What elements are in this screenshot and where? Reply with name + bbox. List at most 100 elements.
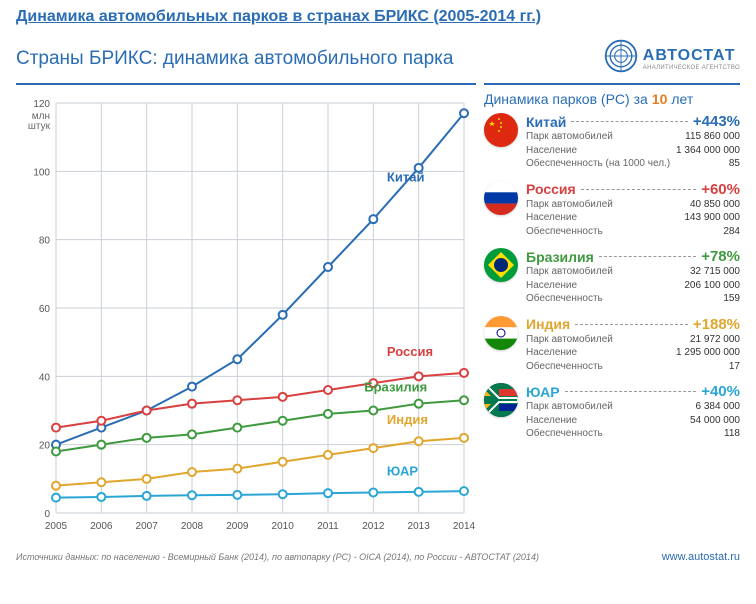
svg-text:2011: 2011 xyxy=(317,521,339,532)
stat-value: 284 xyxy=(723,225,740,239)
content-container: Страны БРИКС: динамика автомобильного па… xyxy=(0,34,756,571)
stat-row: Парк автомобилей 40 850 000 xyxy=(526,198,740,212)
logo-brand: АВТОСТАТ xyxy=(643,47,740,65)
stat-label: Парк автомобилей xyxy=(526,265,613,279)
stat-label: Обеспеченность (на 1000 чел.) xyxy=(526,157,670,171)
stat-label: Население xyxy=(526,211,577,225)
legend-area: Динамика парков (PC) за 10 лет Китай +443… xyxy=(484,83,740,545)
stat-value: 143 900 000 xyxy=(684,211,740,225)
country-pct: +60% xyxy=(701,181,740,198)
svg-text:2012: 2012 xyxy=(362,521,385,532)
flag-brazil xyxy=(484,248,518,282)
country-divider xyxy=(581,189,696,190)
stat-row: Население 1 295 000 000 xyxy=(526,346,740,360)
legend-title-text: Динамика парков (PC) за xyxy=(484,91,648,107)
country-block-russia: Россия+60%Парк автомобилей40 850 000Насе… xyxy=(484,181,740,239)
svg-text:2005: 2005 xyxy=(45,521,68,532)
country-block-china: Китай+443%Парк автомобилей115 860 000Нас… xyxy=(484,113,740,171)
svg-text:2006: 2006 xyxy=(90,521,113,532)
stat-value: 206 100 000 xyxy=(684,279,740,293)
main-row: 020406080100120млнштук200520062007200820… xyxy=(16,83,740,545)
svg-text:80: 80 xyxy=(39,236,51,247)
stat-row: Обеспеченность 159 xyxy=(526,292,740,306)
country-pct: +40% xyxy=(701,383,740,400)
stat-value: 21 972 000 xyxy=(690,333,740,347)
stat-row: Население 206 100 000 xyxy=(526,279,740,293)
country-name: ЮАР xyxy=(526,384,560,400)
stat-row: Обеспеченность17 xyxy=(526,360,740,374)
legend-title: Динамика парков (PC) за 10 лет xyxy=(484,91,740,107)
country-name: Индия xyxy=(526,316,570,332)
svg-text:Индия: Индия xyxy=(387,412,428,427)
stat-value: 40 850 000 xyxy=(690,198,740,212)
logo-icon xyxy=(603,38,639,79)
svg-text:20: 20 xyxy=(39,441,51,452)
stat-row: Население 1 364 000 000 xyxy=(526,144,740,158)
stat-row: Парк автомобилей 21 972 000 xyxy=(526,333,740,347)
logo: АВТОСТАТ АНАЛИТИЧЕСКОЕ АГЕНТСТВО xyxy=(603,38,740,79)
stat-value: 118 xyxy=(724,427,740,441)
stat-value: 54 000 000 xyxy=(690,414,740,428)
country-block-india: Индия+188%Парк автомобилей21 972 000Насе… xyxy=(484,316,740,374)
country-pct: +188% xyxy=(693,316,740,333)
country-name: Россия xyxy=(526,181,576,197)
stat-label: Парк автомобилей xyxy=(526,333,613,347)
country-divider xyxy=(575,324,688,325)
stat-row: Обеспеченность (на 1000 чел.) 85 xyxy=(526,157,740,171)
stat-value: 85 xyxy=(729,157,740,171)
stat-value: 32 715 000 xyxy=(690,265,740,279)
chart-area: 020406080100120млнштук200520062007200820… xyxy=(16,83,476,545)
footer-url[interactable]: www.autostat.ru xyxy=(662,551,740,563)
country-divider xyxy=(565,391,697,392)
svg-text:2014: 2014 xyxy=(453,521,476,532)
stat-row: Население 143 900 000 xyxy=(526,211,740,225)
country-divider xyxy=(571,121,687,122)
svg-text:40: 40 xyxy=(39,372,51,383)
stat-value: 115 860 000 xyxy=(685,130,740,144)
country-name: Бразилия xyxy=(526,249,594,265)
footer: Источники данных: по населению - Всемирн… xyxy=(16,551,740,563)
stat-label: Население xyxy=(526,414,577,428)
line-chart: 020406080100120млнштук200520062007200820… xyxy=(16,85,476,545)
logo-tagline: АНАЛИТИЧЕСКОЕ АГЕНТСТВО xyxy=(643,65,740,71)
stat-label: Обеспеченность xyxy=(526,360,603,374)
svg-text:2010: 2010 xyxy=(272,521,295,532)
country-name: Китай xyxy=(526,114,566,130)
footer-source: Источники данных: по населению - Всемирн… xyxy=(16,552,539,562)
stat-label: Население xyxy=(526,346,577,360)
stat-value: 6 384 000 xyxy=(696,400,741,414)
svg-text:Китай: Китай xyxy=(387,170,425,185)
stat-label: Парк автомобилей xyxy=(526,198,613,212)
svg-text:2013: 2013 xyxy=(408,521,431,532)
country-pct: +443% xyxy=(693,113,740,130)
country-block-brazil: Бразилия+78%Парк автомобилей32 715 000На… xyxy=(484,248,740,306)
stat-row: Обеспеченность 284 xyxy=(526,225,740,239)
stat-row: Парк автомобилей 115 860 000 xyxy=(526,130,740,144)
stat-label: Население xyxy=(526,279,577,293)
legend-title-suffix: лет xyxy=(671,91,693,107)
svg-text:2008: 2008 xyxy=(181,521,204,532)
svg-text:штук: штук xyxy=(28,121,51,132)
country-pct: +78% xyxy=(701,248,740,265)
legend-title-number: 10 xyxy=(652,91,668,107)
stat-label: Обеспеченность xyxy=(526,225,603,239)
stat-value: 159 xyxy=(723,292,740,306)
stat-label: Парк автомобилей xyxy=(526,400,613,414)
country-block-sa: ЮАР+40%Парк автомобилей6 384 000Населени… xyxy=(484,383,740,441)
stat-label: Население xyxy=(526,144,577,158)
stat-value: 1 295 000 000 xyxy=(676,346,740,360)
country-divider xyxy=(599,256,696,257)
flag-sa xyxy=(484,383,518,417)
stat-label: Парк автомобилей xyxy=(526,130,613,144)
svg-text:60: 60 xyxy=(39,304,51,315)
stat-row: Парк автомобилей 32 715 000 xyxy=(526,265,740,279)
stat-row: Парк автомобилей 6 384 000 xyxy=(526,400,740,414)
stat-row: Население 54 000 000 xyxy=(526,414,740,428)
stat-label: Обеспеченность xyxy=(526,292,603,306)
svg-text:2007: 2007 xyxy=(136,521,159,532)
svg-text:Бразилия: Бразилия xyxy=(364,380,427,395)
stat-value: 1 364 000 000 xyxy=(676,144,740,158)
svg-text:Россия: Россия xyxy=(387,344,433,359)
flag-russia xyxy=(484,181,518,215)
subtitle: Страны БРИКС: динамика автомобильного па… xyxy=(16,48,453,70)
